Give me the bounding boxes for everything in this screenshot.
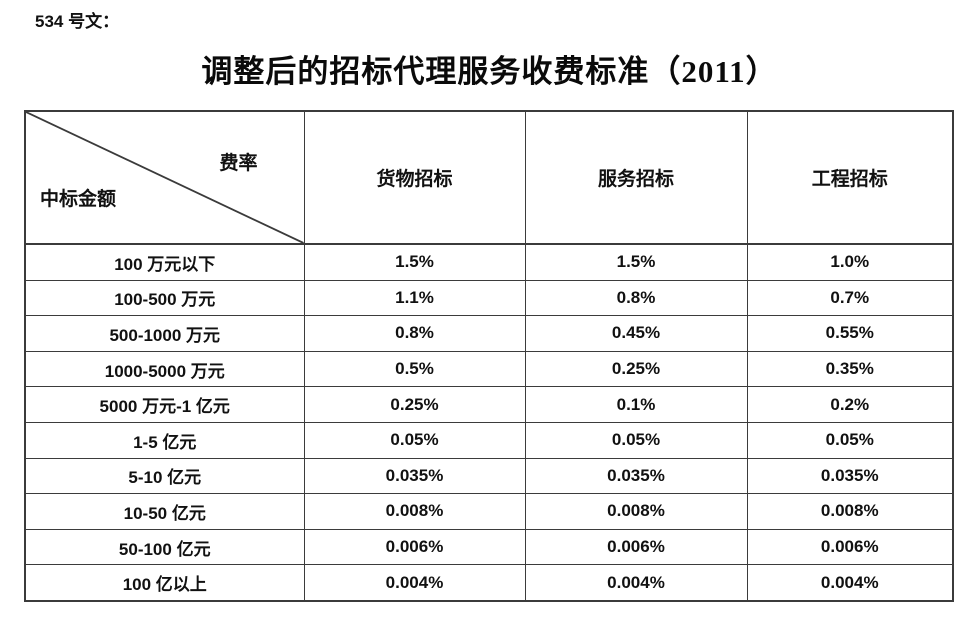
fee-value-cell: 0.035%: [746, 457, 954, 495]
table-row: 5-10 亿元 0.035% 0.035% 0.035%: [24, 457, 954, 495]
corner-label-award-amount: 中标金额: [40, 189, 117, 210]
fee-value-cell: 0.05%: [746, 421, 954, 459]
fee-value-cell: 0.004%: [746, 564, 954, 602]
fee-value-cell: 0.008%: [524, 493, 748, 530]
column-header-engineering-bidding: 工程招标: [746, 110, 954, 245]
table-row: 100 亿以上 0.004% 0.004% 0.004%: [24, 564, 954, 602]
fee-value-cell: 0.25%: [303, 386, 526, 423]
table-row: 1000-5000 万元 0.5% 0.25% 0.35%: [24, 350, 954, 388]
table-header-row: 费率 中标金额 货物招标 服务招标 工程招标: [24, 110, 954, 245]
page-title: 调整后的招标代理服务收费标准（2011）: [201, 54, 778, 89]
row-label-cell: 1-5 亿元: [24, 421, 305, 459]
row-label-cell: 100 亿以上: [24, 564, 305, 602]
row-label-cell: 50-100 亿元: [24, 528, 305, 566]
column-header-goods-bidding: 货物招标: [303, 110, 526, 245]
fee-value-cell: 0.004%: [303, 564, 526, 602]
table-row: 50-100 亿元 0.006% 0.006% 0.006%: [24, 528, 954, 566]
fee-value-cell: 0.05%: [524, 421, 748, 459]
row-label-cell: 5000 万元-1 亿元: [24, 386, 305, 423]
fee-value-cell: 0.8%: [303, 315, 526, 352]
row-label-cell: 5-10 亿元: [24, 457, 305, 495]
fee-value-cell: 0.55%: [746, 315, 954, 352]
fee-value-cell: 0.006%: [524, 528, 748, 566]
column-header-service-bidding: 服务招标: [524, 110, 748, 245]
fee-value-cell: 1.1%: [303, 279, 526, 317]
fee-value-cell: 0.05%: [303, 421, 526, 459]
diagonal-divider-line: [26, 112, 304, 243]
row-label-cell: 10-50 亿元: [24, 493, 305, 530]
table-row: 100-500 万元 1.1% 0.8% 0.7%: [24, 279, 954, 317]
fee-value-cell: 0.7%: [746, 279, 954, 317]
fee-value-cell: 0.006%: [303, 528, 526, 566]
corner-label-rate: 费率: [219, 153, 258, 174]
fee-value-cell: 0.45%: [524, 315, 748, 352]
fee-value-cell: 0.004%: [524, 564, 748, 602]
table-row: 5000 万元-1 亿元 0.25% 0.1% 0.2%: [24, 386, 954, 423]
fee-value-cell: 0.008%: [303, 493, 526, 530]
fee-value-cell: 0.006%: [746, 528, 954, 566]
row-label-cell: 500-1000 万元: [24, 315, 305, 352]
row-label-cell: 100 万元以下: [24, 243, 305, 281]
fee-value-cell: 0.2%: [746, 386, 954, 423]
fee-value-cell: 1.0%: [746, 243, 954, 281]
fee-value-cell: 0.25%: [524, 350, 748, 388]
doc-number-label: 534 号文：: [35, 12, 120, 31]
fee-value-cell: 0.035%: [524, 457, 748, 495]
table-row: 10-50 亿元 0.008% 0.008% 0.008%: [24, 493, 954, 530]
fee-value-cell: 0.35%: [746, 350, 954, 388]
corner-header-cell: 费率 中标金额: [24, 110, 305, 245]
table-row: 500-1000 万元 0.8% 0.45% 0.55%: [24, 315, 954, 352]
row-label-cell: 100-500 万元: [24, 279, 305, 317]
fee-value-cell: 1.5%: [524, 243, 748, 281]
row-label-cell: 1000-5000 万元: [24, 350, 305, 388]
fee-value-cell: 0.008%: [746, 493, 954, 530]
fee-value-cell: 1.5%: [303, 243, 526, 281]
fee-value-cell: 0.035%: [303, 457, 526, 495]
table-row: 1-5 亿元 0.05% 0.05% 0.05%: [24, 421, 954, 459]
fee-standard-table: 费率 中标金额 货物招标 服务招标 工程招标 100 万元以下 1.5% 1.5…: [24, 110, 954, 602]
fee-value-cell: 0.5%: [303, 350, 526, 388]
table-row: 100 万元以下 1.5% 1.5% 1.0%: [24, 243, 954, 281]
fee-value-cell: 0.8%: [524, 279, 748, 317]
fee-value-cell: 0.1%: [524, 386, 748, 423]
